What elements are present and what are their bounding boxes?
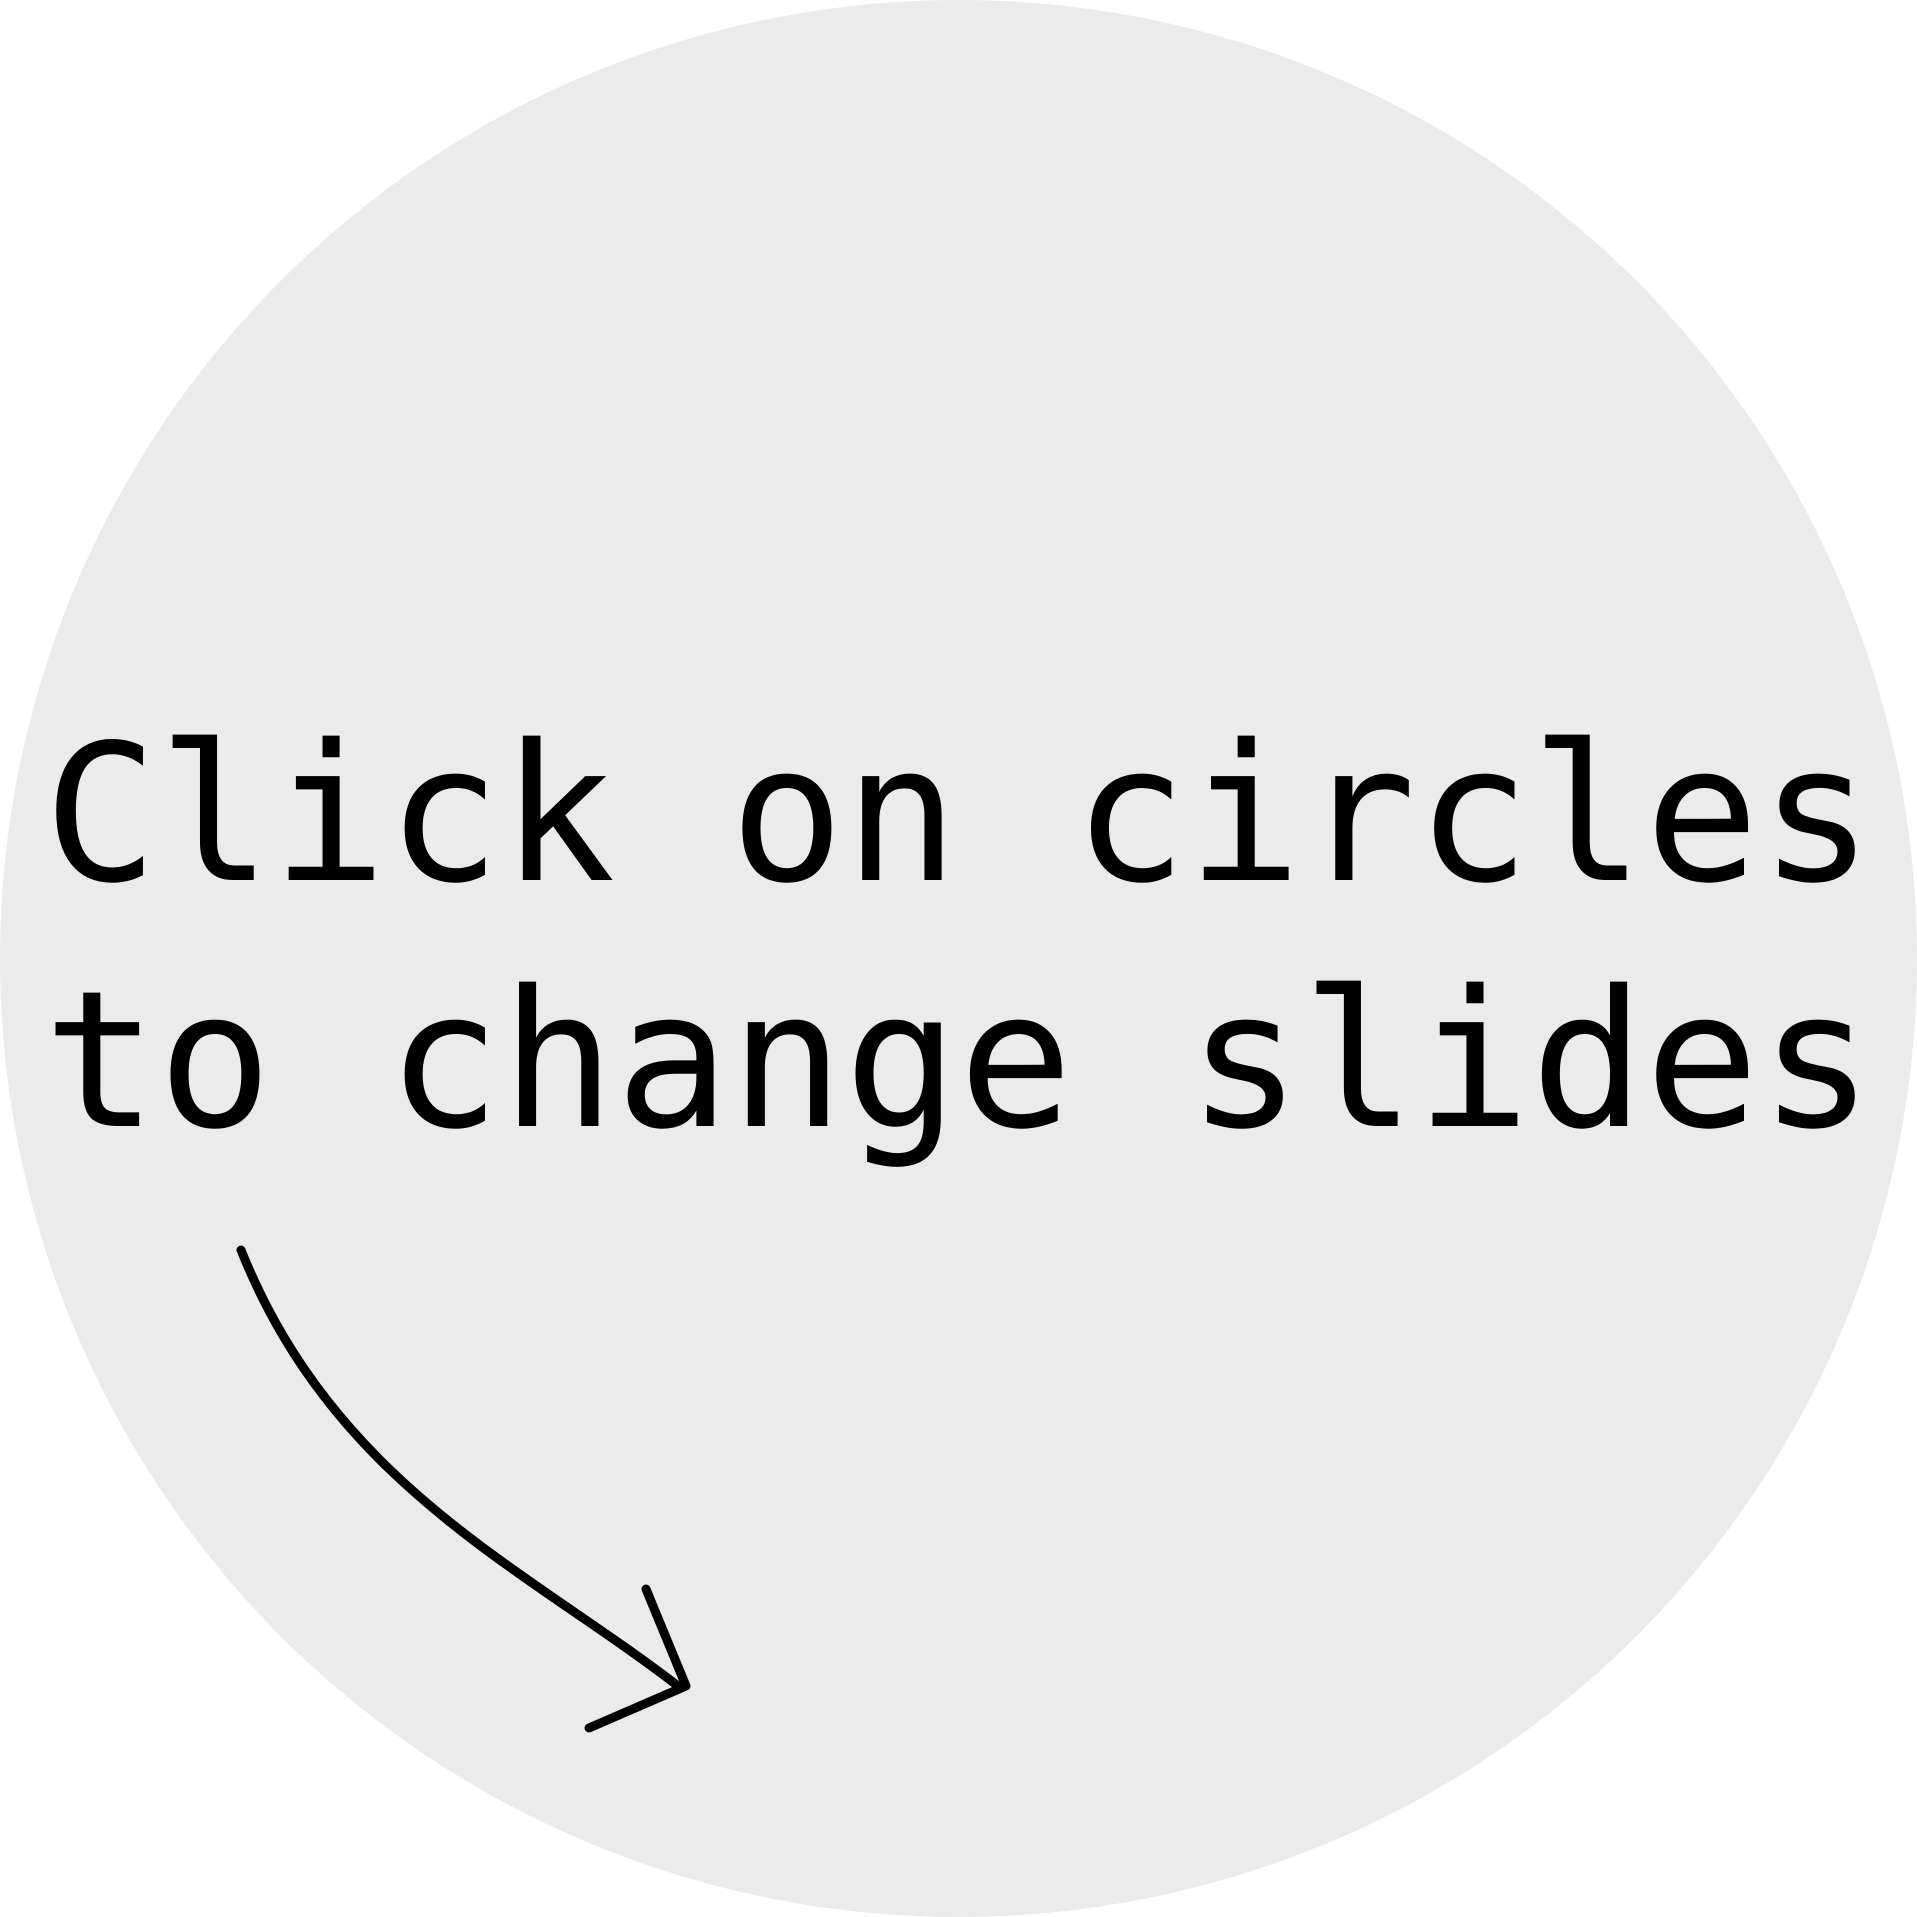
hint-text-line-2: to change slides: [43, 950, 1874, 1171]
hint-text-line-1: Click on circles: [43, 704, 1874, 925]
